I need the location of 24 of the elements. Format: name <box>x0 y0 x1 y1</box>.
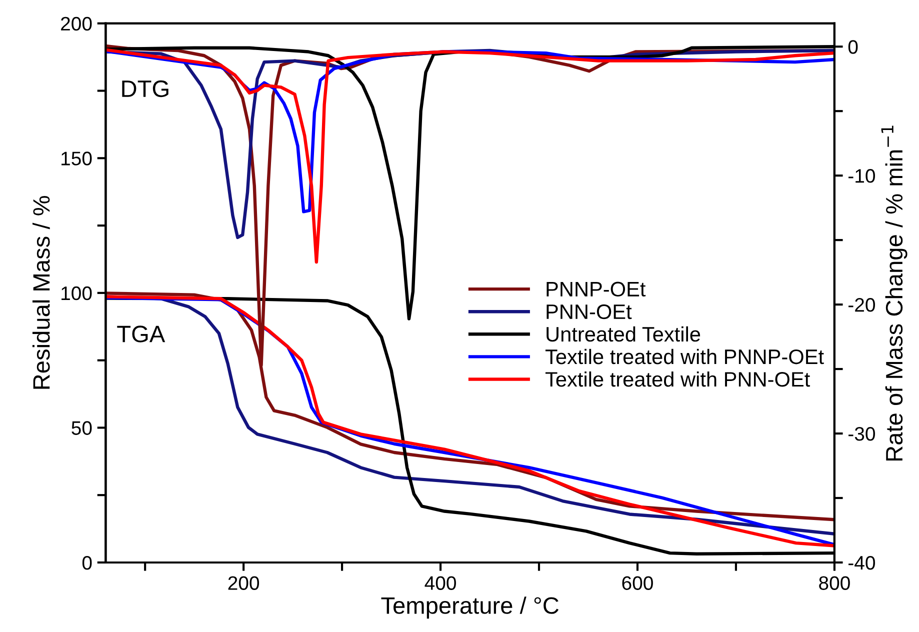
x-tick-label: 400 <box>424 576 456 590</box>
y-tick-label: 0 <box>82 556 92 570</box>
x-tick-label: 800 <box>819 576 850 590</box>
x-tick-label: 200 <box>228 576 260 590</box>
y-tick-label: 100 <box>62 286 92 300</box>
y2-tick-label: -40 <box>848 556 875 570</box>
legend-label: Untreated Textile <box>546 326 700 342</box>
y2-axis-title: Rate of Mass Change / % min$^{−1}$ <box>881 126 908 461</box>
x-axis-title: Temperature / °C <box>381 596 559 619</box>
y2-tick-label: 0 <box>848 40 858 54</box>
y2-tick-label: -20 <box>848 298 875 312</box>
y-axis-title: Residual Mass / % <box>32 196 50 389</box>
x-tick-label: 600 <box>622 576 653 590</box>
legend-label: PNNP-OEt <box>546 282 646 297</box>
y2-tick-label: -30 <box>848 426 875 441</box>
y2-tick-label: -10 <box>848 169 875 183</box>
legend-label: PNN-OEt <box>546 304 632 320</box>
legend-label: Textile treated with PNNP-OEt <box>545 348 824 364</box>
annotation: TGA <box>117 326 166 342</box>
y-tick-label: 150 <box>62 152 92 166</box>
y-tick-label: 50 <box>72 421 92 435</box>
annotation: DTG <box>122 80 168 98</box>
y-tick-label: 200 <box>61 16 92 31</box>
legend-label: Textile treated with PNN-OEt <box>545 371 810 387</box>
